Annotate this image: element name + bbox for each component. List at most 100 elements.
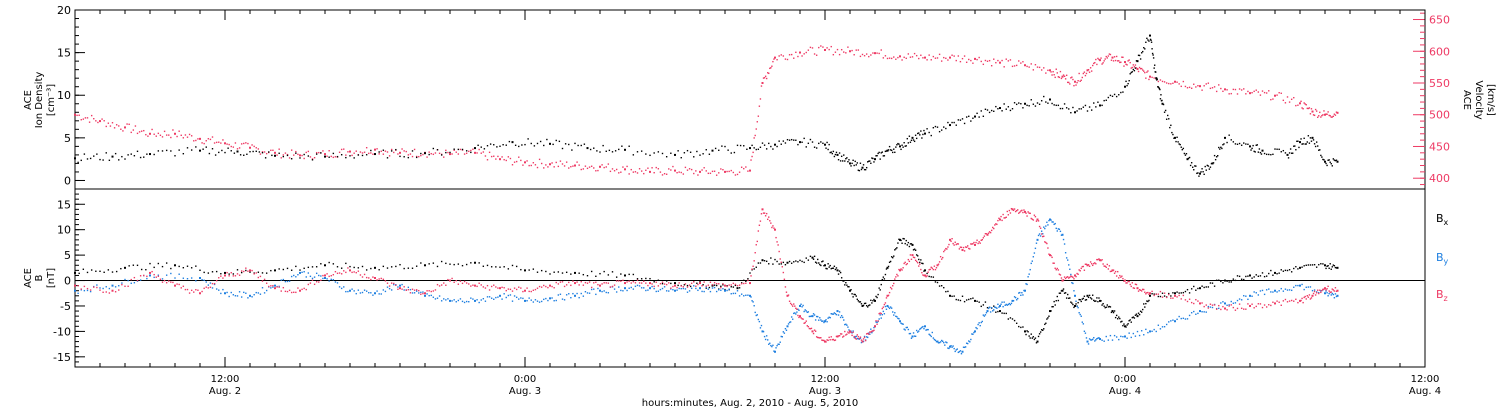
data-point [1136,287,1139,290]
data-point [459,280,462,282]
data-point [449,153,451,156]
bottom-left-ylabel: ACE B [nT] [23,268,57,288]
data-point [928,269,930,271]
data-point [295,265,297,268]
data-point [1088,294,1091,297]
data-point [1150,39,1152,42]
data-point [90,114,93,117]
data-point [738,295,741,297]
data-point [378,293,380,295]
data-point [1193,83,1195,85]
data-point [202,148,204,150]
data-point [888,291,891,294]
data-point [993,227,995,230]
data-point [313,283,316,286]
data-point [1040,233,1043,235]
data-point [497,287,499,289]
data-point [1215,308,1218,310]
data-point [921,262,923,264]
data-point [374,277,376,279]
data-point [445,262,447,265]
data-point [800,303,802,305]
data-point [574,294,576,297]
data-point [1060,234,1063,236]
data-point [1303,137,1305,140]
legend-entry: By [1436,251,1449,266]
data-point [736,173,739,176]
data-point [934,339,937,342]
data-point [324,155,326,158]
data-point [836,153,839,156]
data-point [370,278,372,281]
data-point [876,155,878,157]
data-point [826,141,828,144]
data-point [955,298,957,301]
data-point [957,55,960,57]
data-point [1199,85,1201,88]
data-point [1063,243,1066,245]
data-point [829,316,831,319]
data-point [1169,126,1171,129]
data-point [1297,104,1299,106]
data-point [815,262,818,264]
data-point [613,288,616,290]
data-point [1178,143,1180,145]
data-point [860,168,863,171]
data-point [739,144,742,147]
data-point [332,273,335,276]
data-point [890,57,893,60]
data-point [1255,144,1257,146]
data-point [1118,277,1120,279]
data-point [807,325,810,328]
y-tick-label: 0 [64,275,71,288]
data-point [114,152,117,155]
data-point [1215,156,1218,158]
data-point [118,289,120,291]
data-point [870,299,872,302]
data-point [1126,324,1128,326]
data-point [1333,265,1336,267]
data-point [407,286,410,289]
data-point [1193,169,1195,171]
data-point [640,150,643,152]
bottom-panel-frame [74,188,1426,368]
data-point [386,267,389,269]
data-point [1127,323,1129,325]
data-point [702,153,704,155]
data-point [889,286,892,289]
data-point [365,269,368,271]
data-point [844,284,846,286]
data-point [688,284,691,286]
data-point [1011,208,1014,211]
data-point [923,327,925,330]
data-point [951,121,953,124]
data-point [422,153,424,156]
data-point [882,57,885,59]
data-point [1161,326,1164,328]
data-point [611,168,614,170]
data-point [1318,292,1320,295]
data-point [374,292,376,295]
data-point [593,167,595,169]
data-point [303,157,305,160]
data-point [89,290,92,293]
data-point [814,261,817,263]
data-point [1259,290,1262,292]
data-point [1147,70,1149,72]
data-point [882,276,885,278]
data-point [628,273,630,276]
data-point [376,148,378,150]
data-point [286,154,289,157]
data-point [830,45,832,48]
data-point [947,59,949,61]
data-point [605,291,607,294]
data-point [1001,301,1003,303]
data-point [1058,273,1061,275]
data-point [815,54,818,56]
data-point [203,279,205,281]
data-point [837,314,840,316]
data-point [370,292,372,294]
data-point [876,321,878,324]
data-point [376,290,378,292]
data-point [992,310,994,312]
